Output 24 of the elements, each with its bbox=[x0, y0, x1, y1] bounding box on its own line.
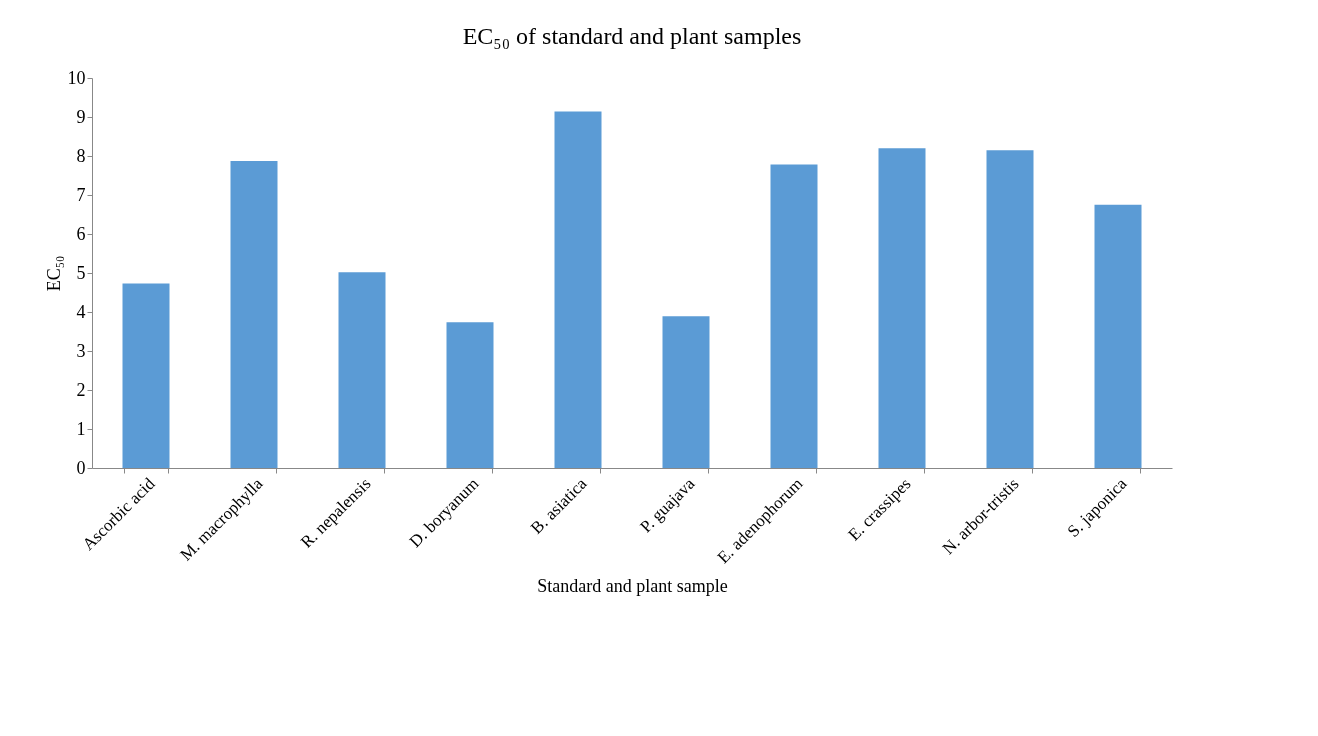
y-tick-label: 1 bbox=[76, 418, 86, 439]
y-tick-label: 10 bbox=[67, 67, 86, 88]
y-tick-label: 3 bbox=[76, 340, 86, 361]
bar bbox=[770, 164, 818, 468]
bar bbox=[230, 161, 278, 468]
y-axis-title: EC₅₀ bbox=[43, 255, 64, 292]
bar bbox=[1094, 204, 1142, 468]
y-tick-label: 6 bbox=[76, 223, 86, 244]
y-tick-label: 5 bbox=[76, 262, 86, 283]
bar bbox=[446, 322, 494, 468]
bar bbox=[662, 316, 710, 468]
bar bbox=[986, 150, 1034, 468]
y-tick-label: 2 bbox=[76, 379, 86, 400]
y-tick-label: 9 bbox=[76, 106, 86, 127]
x-axis-title: Standard and plant sample bbox=[537, 576, 728, 597]
y-tick-label: 7 bbox=[76, 184, 86, 205]
bar bbox=[554, 111, 602, 468]
y-tick-label: 0 bbox=[76, 457, 86, 478]
chart-title: EC₅₀ of standard and plant samples bbox=[462, 23, 802, 49]
bar bbox=[878, 148, 926, 468]
bar bbox=[122, 283, 170, 468]
y-tick-label: 8 bbox=[76, 145, 86, 166]
bar bbox=[338, 272, 386, 468]
y-tick-label: 4 bbox=[76, 301, 86, 322]
